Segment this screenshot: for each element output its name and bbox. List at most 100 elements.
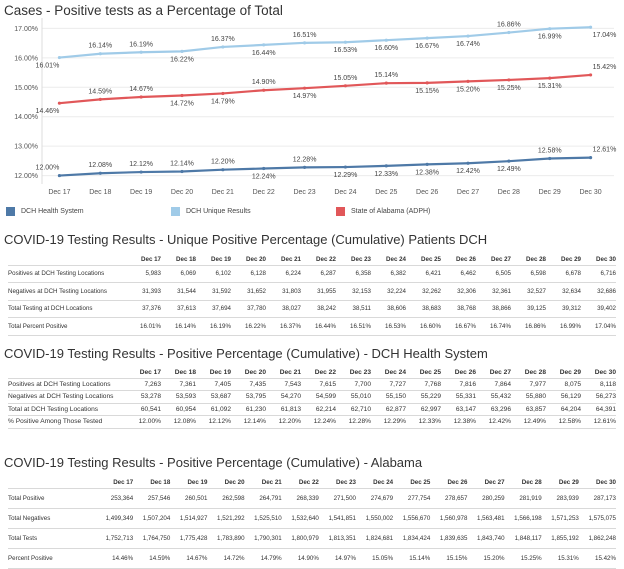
column-header: Dec 28 xyxy=(521,478,542,486)
table-cell: 12.61% xyxy=(593,418,616,426)
x-tick-label: Dec 23 xyxy=(293,189,315,196)
table-cell: 12.29% xyxy=(383,418,406,426)
row-label: Total Negatives xyxy=(8,514,51,522)
data-label: 12.24% xyxy=(252,174,276,181)
x-tick-label: Dec 21 xyxy=(212,189,234,196)
table-header-row: Dec 17 Dec 18 Dec 19 Dec 20 Dec 21 Dec 22 Dec … xyxy=(8,477,616,488)
table-cell: 53,593 xyxy=(175,393,196,401)
table-cell: 6,069 xyxy=(180,270,196,278)
table-cell: 31,803 xyxy=(282,287,301,295)
table-cell: 12.12% xyxy=(208,418,231,426)
table-cell: 38,027 xyxy=(282,305,301,313)
x-tick-label: Dec 18 xyxy=(89,189,111,196)
table-cell: 1,764,750 xyxy=(142,534,171,542)
table-row: Total at DCH Testing Locations 60,541 60,9… xyxy=(8,403,616,416)
data-label: 15.42% xyxy=(593,64,617,71)
table-cell: 32,527 xyxy=(527,287,546,295)
data-label: 12.08% xyxy=(88,162,112,169)
table-cell: 16.01% xyxy=(140,322,161,330)
table-cell: 6,421 xyxy=(425,270,441,278)
data-label: 12.61% xyxy=(593,147,617,154)
column-header: Dec 17 xyxy=(113,478,134,486)
table-cell: 38,866 xyxy=(492,305,511,313)
table-cell: 1,783,890 xyxy=(217,534,245,542)
table-cell: 6,224 xyxy=(285,270,301,278)
table-cell: 1,862,248 xyxy=(588,534,616,542)
table-cell: 274,679 xyxy=(370,494,394,502)
table-cell: 37,613 xyxy=(177,305,196,313)
table-cell: 7,977 xyxy=(529,380,546,388)
column-header: Dec 29 xyxy=(561,255,581,263)
data-point xyxy=(98,52,102,56)
data-label: 12.49% xyxy=(497,166,521,173)
data-point xyxy=(343,40,348,44)
table-cell: 7,615 xyxy=(319,380,336,388)
table-cell: 12.49% xyxy=(523,418,546,426)
table-cell: 32,262 xyxy=(422,287,441,295)
data-label: 14.90% xyxy=(252,79,276,86)
table-cell: 15.20% xyxy=(483,554,505,562)
data-point xyxy=(57,173,62,178)
legend-item: State of Alabama (ADPH) xyxy=(336,207,430,216)
table-cell: 1,848,117 xyxy=(514,534,542,542)
column-header: Dec 21 xyxy=(279,368,301,376)
table-cell: 16.51% xyxy=(350,322,371,330)
table-cell: 60,541 xyxy=(140,405,161,413)
data-label: 15.14% xyxy=(374,72,398,79)
table-cell: 1,556,670 xyxy=(402,514,431,522)
table-cell: 38,606 xyxy=(387,305,406,313)
table-cell: 7,700 xyxy=(354,380,371,388)
table-cell: 63,296 xyxy=(490,405,511,413)
column-header: Dec 17 xyxy=(139,368,161,376)
data-point xyxy=(221,45,225,49)
data-label: 12.00% xyxy=(36,165,60,172)
column-header: Dec 29 xyxy=(559,368,581,376)
column-header: Dec 27 xyxy=(484,478,505,486)
table-corner xyxy=(8,367,126,378)
column-header: Dec 26 xyxy=(454,368,476,376)
table-cell: 14.90% xyxy=(297,554,319,562)
data-point xyxy=(221,91,225,96)
table-cell: 53,687 xyxy=(210,393,231,401)
table-cell: 32,686 xyxy=(597,287,616,295)
data-label: 16.74% xyxy=(456,41,480,48)
data-point xyxy=(425,81,429,85)
y-tick-label: 13.00% xyxy=(14,144,38,151)
column-header: Dec 22 xyxy=(314,368,336,376)
y-tick-label: 12.00% xyxy=(14,173,38,180)
data-label: 14.97% xyxy=(293,93,317,100)
table-row: % Positive Among Those Tested 12.00% 12.08… xyxy=(8,416,616,428)
data-point xyxy=(548,27,552,31)
table-cell: 6,358 xyxy=(355,270,371,278)
column-header: Dec 25 xyxy=(421,255,441,263)
data-point xyxy=(343,165,348,169)
column-header: Dec 20 xyxy=(224,478,245,486)
data-point xyxy=(221,168,225,172)
legend-item: DCH Health System xyxy=(6,207,84,216)
table-cell: 32,224 xyxy=(387,287,406,295)
data-point xyxy=(180,93,184,98)
table-cell: 31,393 xyxy=(142,287,161,295)
data-point xyxy=(57,55,62,60)
table-cell: 55,150 xyxy=(385,393,406,401)
row-label: % Positive Among Those Tested xyxy=(8,418,103,426)
table-cell: 1,813,351 xyxy=(328,534,356,542)
data-point xyxy=(98,97,102,101)
table-cell: 54,599 xyxy=(315,393,336,401)
table2-title: COVID-19 Testing Results - Positive Perc… xyxy=(4,346,488,361)
column-header: Dec 24 xyxy=(384,368,406,376)
column-header: Dec 23 xyxy=(349,368,371,376)
table-cell: 12.20% xyxy=(278,418,301,426)
data-point xyxy=(466,34,470,38)
table-cell: 7,361 xyxy=(179,380,196,388)
y-tick-label: 14.00% xyxy=(14,114,38,121)
row-label: Percent Positive xyxy=(8,554,53,562)
table-cell: 1,790,301 xyxy=(254,534,282,542)
x-tick-label: Dec 28 xyxy=(498,189,520,196)
table-cell: 55,331 xyxy=(455,393,476,401)
table-cell: 260,501 xyxy=(185,494,208,502)
table-cell: 62,710 xyxy=(350,405,371,413)
data-point xyxy=(507,159,511,163)
table-row: Total Percent Positive 16.01% 16.14% 16.19%… xyxy=(8,318,616,335)
table-cell: 7,816 xyxy=(459,380,476,388)
